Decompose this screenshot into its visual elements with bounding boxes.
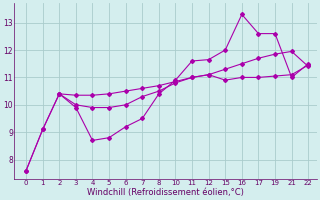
X-axis label: Windchill (Refroidissement éolien,°C): Windchill (Refroidissement éolien,°C) [87, 188, 244, 197]
